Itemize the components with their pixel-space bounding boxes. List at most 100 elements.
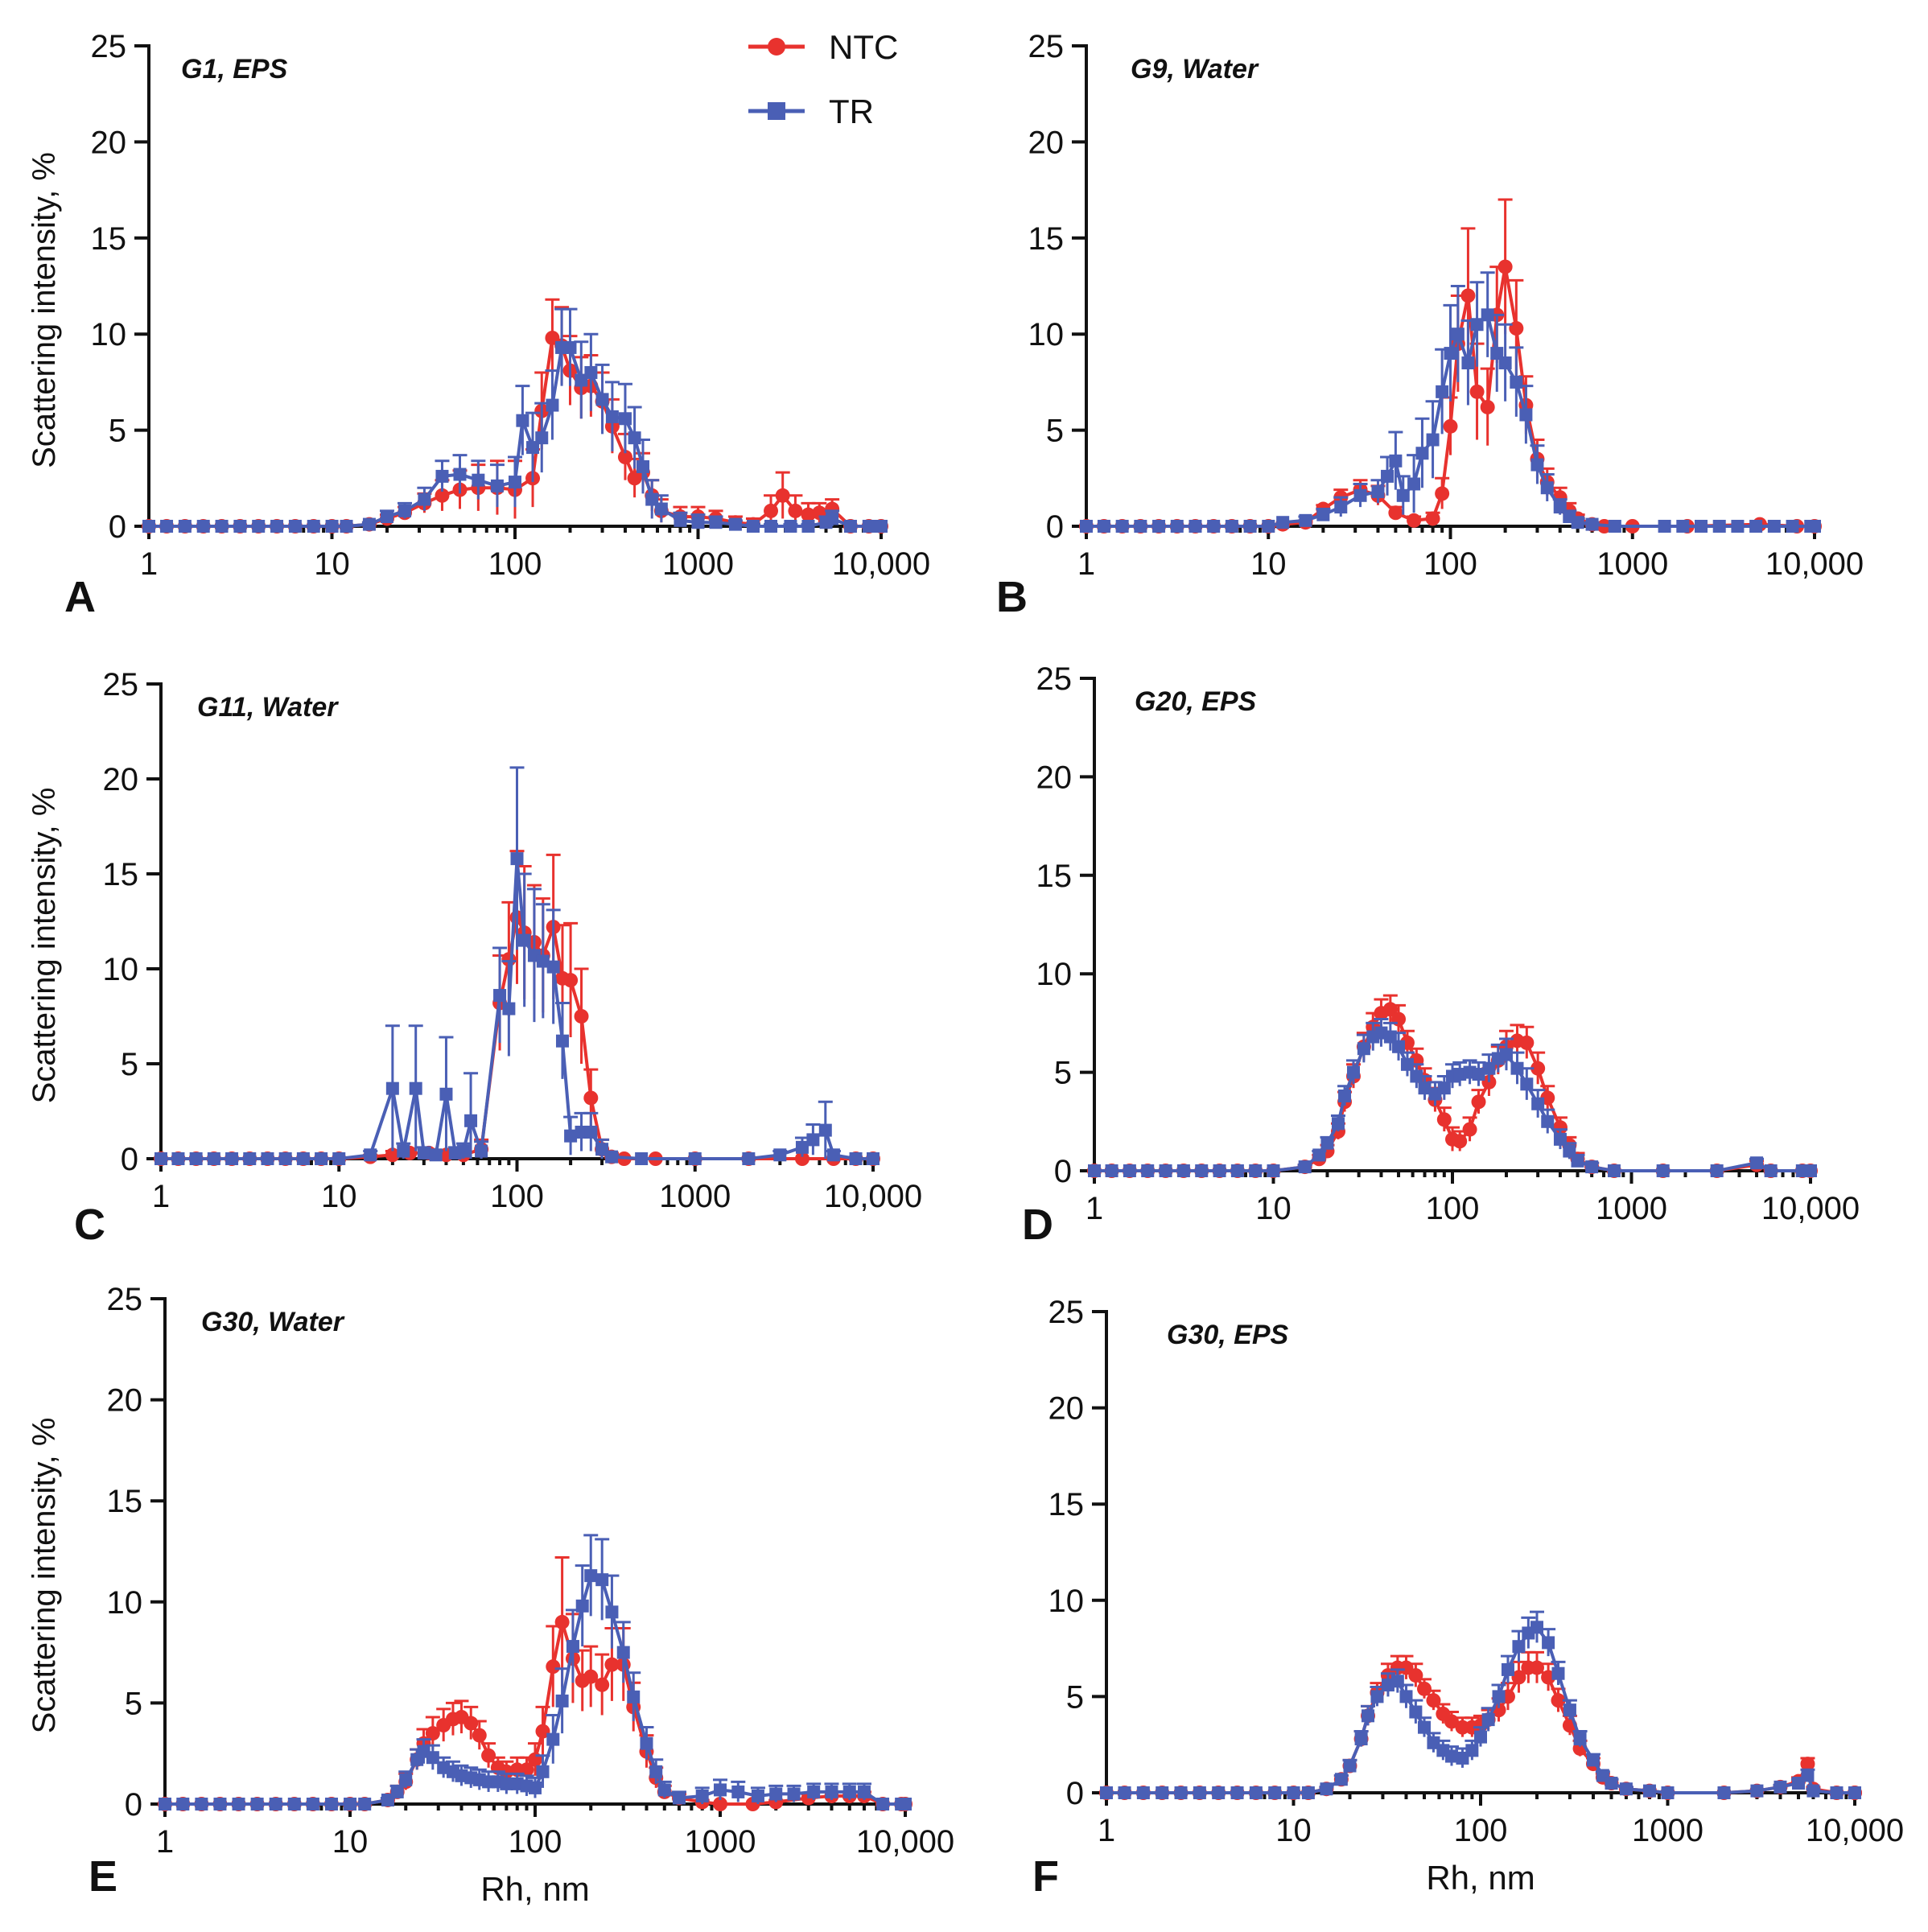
data-point-ntc bbox=[1407, 513, 1422, 528]
data-point-tr bbox=[1396, 488, 1410, 502]
y-tick-label: 20 bbox=[1036, 760, 1073, 795]
data-point-tr bbox=[1553, 1132, 1567, 1146]
data-point-ntc bbox=[1444, 1714, 1459, 1729]
y-tick-label: 0 bbox=[109, 509, 126, 545]
data-point-tr bbox=[764, 520, 778, 533]
series-tr bbox=[159, 1534, 912, 1810]
x-tick-label: 1000 bbox=[662, 546, 734, 582]
panel-title: G30, EPS bbox=[1167, 1320, 1289, 1350]
data-point-tr bbox=[584, 365, 598, 379]
data-point-tr bbox=[1389, 454, 1403, 468]
data-point-tr bbox=[1806, 1784, 1820, 1798]
data-point-tr bbox=[857, 1785, 871, 1798]
data-point-tr bbox=[536, 954, 550, 968]
data-point-tr bbox=[1407, 477, 1421, 491]
data-point-tr bbox=[1571, 1154, 1584, 1168]
data-point-ntc bbox=[583, 1669, 599, 1684]
data-point-tr bbox=[1767, 520, 1781, 533]
y-tick-label: 15 bbox=[1028, 221, 1065, 257]
data-point-tr bbox=[1410, 1069, 1423, 1083]
x-tick-label: 100 bbox=[1454, 1813, 1508, 1848]
data-point-tr bbox=[340, 520, 353, 533]
data-point-tr bbox=[1371, 485, 1385, 499]
data-point-tr bbox=[688, 1152, 702, 1165]
data-point-tr bbox=[806, 1133, 820, 1147]
data-point-tr bbox=[843, 520, 857, 533]
data-point-tr bbox=[1585, 1160, 1599, 1174]
data-point-tr bbox=[842, 1785, 856, 1798]
data-point-ntc bbox=[435, 488, 450, 503]
data-point-tr bbox=[233, 520, 247, 533]
data-point-tr bbox=[1097, 520, 1110, 533]
data-point-ntc bbox=[1382, 1002, 1398, 1017]
data-point-tr bbox=[566, 1640, 579, 1654]
data-point-tr bbox=[742, 1152, 756, 1165]
data-point-ntc bbox=[385, 1147, 400, 1163]
data-point-tr bbox=[1470, 318, 1484, 332]
data-point-tr bbox=[1343, 1759, 1357, 1773]
series-tr bbox=[142, 307, 888, 533]
data-point-tr bbox=[1731, 520, 1745, 533]
y-tick-label: 25 bbox=[91, 29, 127, 64]
data-point-tr bbox=[555, 1694, 569, 1707]
data-point-tr bbox=[595, 1143, 609, 1156]
data-point-ntc bbox=[617, 450, 632, 465]
data-point-tr bbox=[1176, 1164, 1190, 1177]
y-tick-label: 20 bbox=[107, 1383, 143, 1419]
data-point-tr bbox=[398, 504, 412, 517]
data-point-tr bbox=[1676, 520, 1690, 533]
data-point-tr bbox=[1334, 501, 1348, 514]
data-point-tr bbox=[176, 1798, 190, 1810]
series-tr bbox=[1088, 1018, 1817, 1177]
data-point-tr bbox=[1276, 516, 1290, 529]
data-point-tr bbox=[453, 468, 467, 481]
data-point-tr bbox=[429, 1148, 443, 1162]
data-point-tr bbox=[1474, 1730, 1487, 1744]
data-point-tr bbox=[1444, 1749, 1458, 1763]
data-point-ntc bbox=[1443, 418, 1458, 434]
data-point-tr bbox=[1499, 1048, 1513, 1061]
panel-a: 0 5 10 15 20 25 1 10 100 1000 10,000 G1, EPS A Scatte… bbox=[27, 29, 930, 621]
y-tick-label: 5 bbox=[1054, 1056, 1072, 1091]
data-point-tr bbox=[773, 1148, 787, 1162]
data-point-tr bbox=[1605, 1777, 1618, 1790]
data-point-ntc bbox=[1552, 1120, 1568, 1135]
data-point-tr bbox=[1551, 1666, 1565, 1680]
data-point-tr bbox=[563, 340, 577, 354]
data-point-tr bbox=[250, 1798, 264, 1810]
data-point-tr bbox=[546, 1732, 560, 1746]
data-point-tr bbox=[509, 476, 521, 489]
data-point-tr bbox=[1390, 1675, 1404, 1688]
panel-b: 0 5 10 15 20 25 1 10 100 1000 10,000 G9, Water B bbox=[996, 29, 1864, 621]
data-point-tr bbox=[380, 510, 393, 524]
x-tick-label: 10 bbox=[1275, 1813, 1312, 1848]
x-tick-label: 1000 bbox=[1596, 1191, 1667, 1226]
legend-tr-label: TR bbox=[829, 93, 874, 130]
data-point-ntc bbox=[1509, 321, 1524, 336]
y-axis-label: Scattering intensity, % bbox=[27, 1418, 62, 1734]
x-tick-label: 10,000 bbox=[824, 1179, 922, 1214]
data-point-tr bbox=[493, 989, 507, 1003]
data-point-tr bbox=[243, 1152, 257, 1165]
data-point-ntc bbox=[1408, 1668, 1423, 1683]
data-point-tr bbox=[575, 373, 588, 387]
data-point-tr bbox=[1512, 1640, 1526, 1654]
y-tick-label: 15 bbox=[1048, 1487, 1085, 1522]
data-point-tr bbox=[1563, 1703, 1576, 1717]
data-point-ntc bbox=[481, 1748, 496, 1763]
data-point-tr bbox=[795, 1140, 809, 1154]
data-point-tr bbox=[1717, 1786, 1731, 1799]
data-point-tr bbox=[1225, 520, 1238, 533]
data-point-tr bbox=[1530, 458, 1544, 472]
x-tick-label: 10,000 bbox=[1765, 546, 1864, 582]
data-point-tr bbox=[1141, 1164, 1155, 1177]
data-point-tr bbox=[418, 492, 431, 506]
data-point-tr bbox=[1418, 1081, 1432, 1095]
y-tick-label: 25 bbox=[103, 667, 139, 702]
data-point-tr bbox=[207, 1152, 220, 1165]
data-point-tr bbox=[1298, 1160, 1312, 1174]
data-point-tr bbox=[287, 1798, 301, 1810]
data-point-ntc bbox=[1529, 1660, 1544, 1675]
y-tick-label: 25 bbox=[1048, 1295, 1085, 1330]
y-tick-label: 10 bbox=[1048, 1584, 1085, 1619]
